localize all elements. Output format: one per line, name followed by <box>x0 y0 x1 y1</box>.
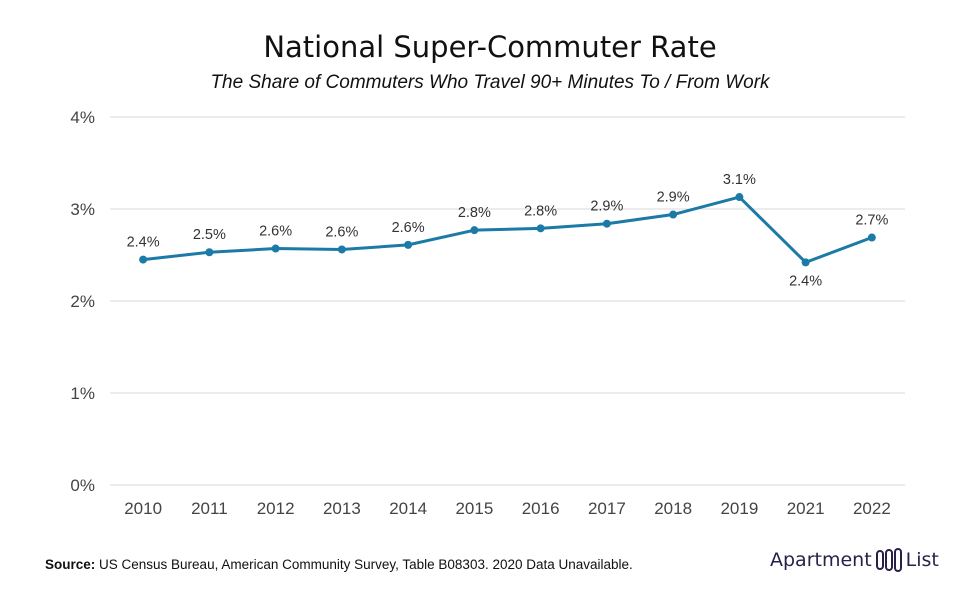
x-tick-label: 2010 <box>124 499 162 518</box>
x-tick-label: 2014 <box>389 499 427 518</box>
data-label: 2.9% <box>657 190 690 206</box>
series-line <box>142 195 873 264</box>
data-label: 2.8% <box>524 203 557 219</box>
data-point <box>139 255 148 264</box>
data-label: 2.8% <box>458 205 491 221</box>
x-tick-label: 2019 <box>720 499 758 518</box>
data-point <box>801 258 810 267</box>
x-tick-label: 2017 <box>588 499 626 518</box>
data-label: 2.4% <box>127 235 160 251</box>
data-point <box>271 244 280 253</box>
chart-title: National Super-Commuter Rate <box>263 30 717 64</box>
x-tick-label: 2015 <box>455 499 493 518</box>
brand-word-list: List <box>905 549 939 571</box>
data-label: 2.4% <box>789 273 822 289</box>
data-point <box>735 193 744 202</box>
data-label: 2.5% <box>193 227 226 243</box>
data-point <box>669 210 678 219</box>
x-tick-label: 2016 <box>522 499 560 518</box>
y-tick-label: 4% <box>70 108 95 127</box>
data-label: 2.7% <box>855 213 888 229</box>
x-tick-label: 2021 <box>787 499 825 518</box>
x-tick-label: 2012 <box>257 499 295 518</box>
data-point <box>337 245 346 254</box>
y-tick-label: 3% <box>70 200 95 219</box>
x-tick-label: 2013 <box>323 499 361 518</box>
data-point <box>470 226 479 235</box>
data-label: 2.9% <box>590 199 623 215</box>
x-tick-label: 2022 <box>853 499 891 518</box>
data-point <box>867 233 876 242</box>
data-point <box>536 224 545 233</box>
data-label: 3.1% <box>723 172 756 188</box>
x-tick-label: 2011 <box>191 499 228 518</box>
y-tick-label: 2% <box>70 292 95 311</box>
apartment-list-logo: Apartment List <box>770 548 939 572</box>
chart-subtitle: The Share of Commuters Who Travel 90+ Mi… <box>210 72 770 93</box>
data-point <box>602 219 611 228</box>
source-text: US Census Bureau, American Community Sur… <box>95 557 633 572</box>
data-point <box>404 240 413 249</box>
data-point <box>205 248 214 257</box>
source-label: Source: <box>45 557 96 572</box>
y-tick-label: 1% <box>70 384 95 403</box>
brand-mark-icon <box>875 548 902 572</box>
y-tick-label: 0% <box>70 476 95 495</box>
x-tick-label: 2018 <box>654 499 692 518</box>
data-label: 2.6% <box>325 224 358 240</box>
data-label: 2.6% <box>392 220 425 236</box>
brand-word-apartment: Apartment <box>770 549 872 571</box>
data-label: 2.6% <box>259 224 292 240</box>
source-note: Source: US Census Bureau, American Commu… <box>45 557 633 572</box>
